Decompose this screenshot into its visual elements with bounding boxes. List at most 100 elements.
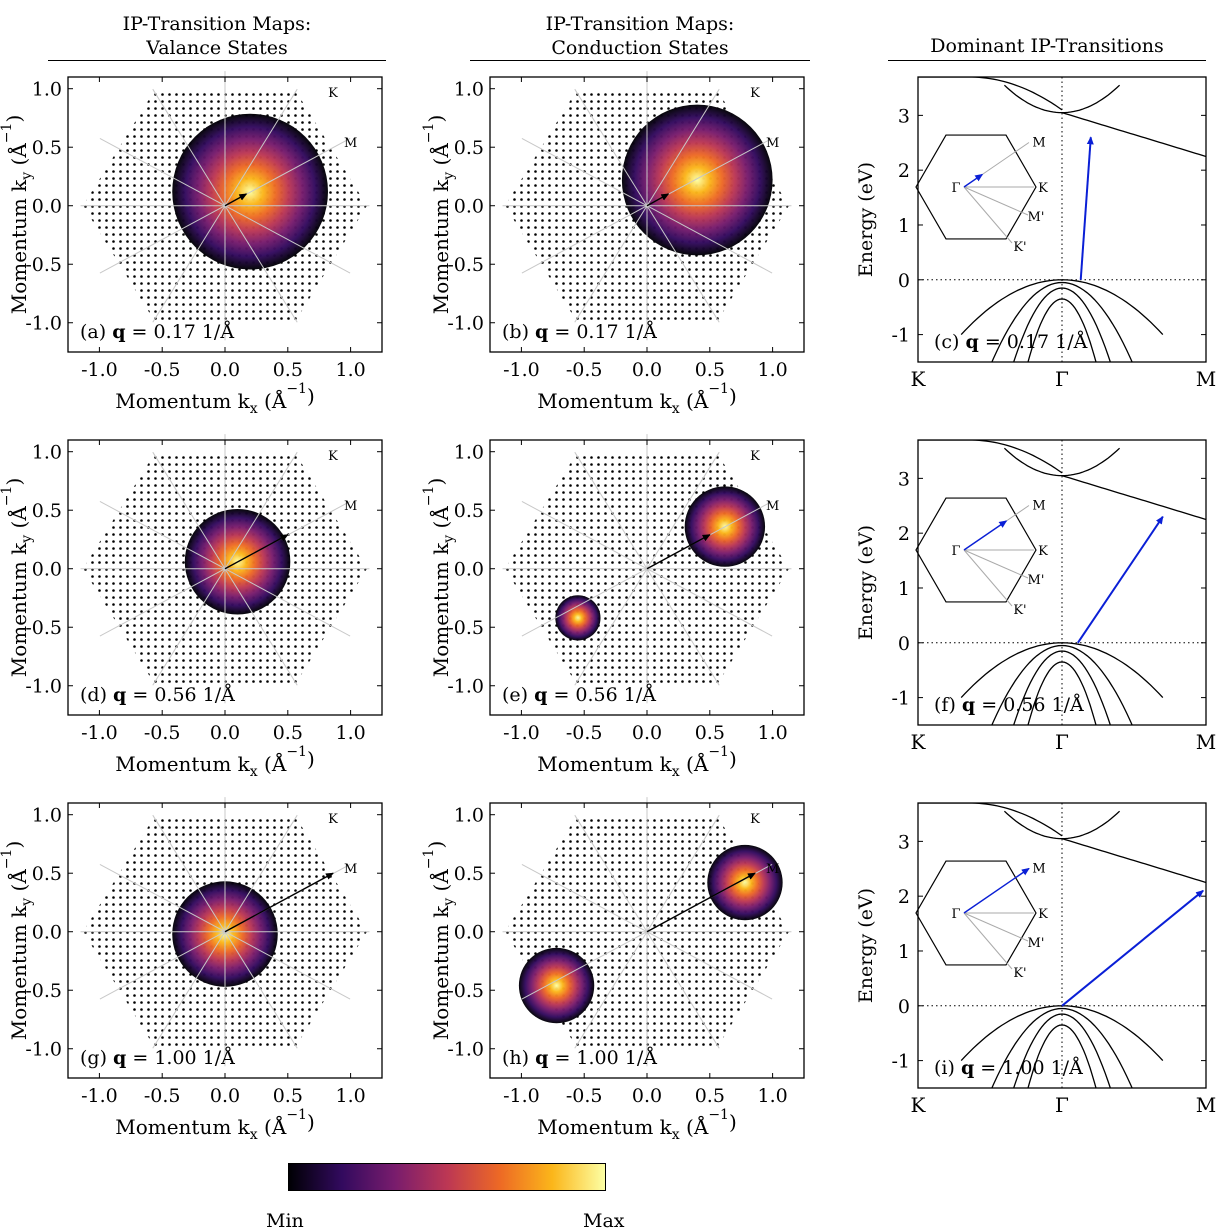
- symmetry-line: [646, 205, 773, 274]
- symmetry-line: [574, 88, 648, 206]
- inset-gamma-label: Γ: [951, 907, 960, 922]
- conduction-band: [1003, 84, 1121, 114]
- symmetry-line: [224, 931, 351, 1000]
- symmetry-line: [646, 931, 773, 1000]
- inset-path: [963, 186, 1013, 244]
- symmetry-line: [99, 500, 226, 570]
- m-point-label: M: [766, 499, 779, 514]
- inset-q-arrow: [963, 520, 1008, 551]
- symmetry-line: [99, 137, 226, 207]
- k-point-label: K: [750, 86, 760, 101]
- x-tick-label: 0.5: [273, 1085, 303, 1107]
- x-tick-label: 1.0: [335, 1085, 365, 1107]
- y-tick-label: 1.0: [32, 442, 62, 464]
- column-rule: [470, 60, 810, 61]
- y-tick-label: -1.0: [25, 313, 62, 335]
- inset-m-prime-label: M': [1028, 936, 1045, 951]
- y-tick-label: -1.0: [447, 676, 484, 698]
- x-axis-label: Momentum kx (Å−1): [115, 1107, 315, 1143]
- m-point-label: M: [344, 499, 357, 514]
- symmetry-line: [574, 568, 648, 686]
- x-tick-label: 0.0: [632, 1085, 662, 1107]
- y-tick-label: 1.0: [32, 79, 62, 101]
- symmetry-line: [646, 814, 720, 932]
- panel-label: (f) q = 0.56 1/Å: [934, 694, 1084, 716]
- y-tick-label: 2: [898, 886, 910, 908]
- y-tick-label: 3: [898, 468, 910, 490]
- y-tick-label: 1: [898, 578, 910, 600]
- x-tick-label: -1.0: [81, 1085, 118, 1107]
- x-tick-label: K: [911, 367, 927, 391]
- x-tick-label: 1.0: [757, 1085, 787, 1107]
- y-tick-label: 0: [898, 633, 910, 655]
- symmetry-line: [224, 88, 298, 206]
- k-point-label: K: [328, 812, 338, 827]
- panel-label: (a) q = 0.17 1/Å: [80, 321, 234, 343]
- y-tick-label: 1: [898, 215, 910, 237]
- x-tick-label: M: [1196, 1093, 1216, 1117]
- symmetry-line: [521, 863, 648, 933]
- y-tick-label: -1: [891, 325, 910, 347]
- plot-frame: [917, 439, 1207, 726]
- symmetry-line: [224, 205, 298, 323]
- inset-q-arrow: [963, 867, 1030, 914]
- inset-m-prime-label: M': [1028, 573, 1045, 588]
- y-axis-label: Energy (eV): [855, 888, 877, 1003]
- symmetry-line: [574, 814, 648, 932]
- map-panel-e: K M -1.0 -0.5 0.0 0.5 1.0 1.0 0.5 0.0 -0.5 -1.0 (e) …: [421, 434, 805, 780]
- symmetry-line: [99, 863, 226, 933]
- y-tick-label: 0.0: [454, 922, 484, 944]
- q-vector-arrow: [224, 872, 334, 933]
- inset-k-prime-label: K': [1013, 603, 1026, 618]
- column-title-line1: IP-Transition Maps:: [545, 13, 735, 35]
- symmetry-line: [99, 568, 226, 637]
- symmetry-line: [152, 568, 226, 686]
- x-tick-label: 1.0: [757, 722, 787, 744]
- y-tick-label: -1: [891, 1051, 910, 1073]
- x-axis-label: Momentum kx (Å−1): [537, 1107, 737, 1143]
- q-vector-arrow: [224, 534, 289, 570]
- y-tick-label: -0.5: [447, 254, 484, 276]
- x-tick-label: -1.0: [81, 359, 118, 381]
- y-tick-label: -1.0: [447, 1039, 484, 1061]
- y-tick-label: 2: [898, 160, 910, 182]
- symmetry-line: [574, 205, 648, 323]
- m-point-label: M: [344, 862, 357, 877]
- x-tick-label: K: [911, 730, 927, 754]
- x-tick-label: 1.0: [335, 359, 365, 381]
- x-tick-label: -1.0: [503, 722, 540, 744]
- symmetry-line: [574, 931, 648, 1049]
- symmetry-line: [224, 568, 351, 637]
- figure-canvas: K M -1.0 -0.5 0.0 0.5 1.0 1.0 0.5 0.0 -0.5 -1.0 (a) …: [0, 71, 1216, 1143]
- y-tick-label: 0.5: [454, 137, 484, 159]
- m-point-label: M: [766, 136, 779, 151]
- inset-k-prime-label: K': [1013, 966, 1026, 981]
- map-panel-g: K M -1.0 -0.5 0.0 0.5 1.0 1.0 0.5 0.0 -0.5 -1.0 (g) …: [0, 797, 383, 1143]
- y-tick-label: 3: [898, 105, 910, 127]
- panel-label: (b) q = 0.17 1/Å: [502, 321, 657, 343]
- x-tick-label: -1.0: [503, 1085, 540, 1107]
- symmetry-line: [152, 205, 226, 323]
- y-axis-label: Momentum ky (Å−1): [421, 478, 457, 678]
- map-panel-d: K M -1.0 -0.5 0.0 0.5 1.0 1.0 0.5 0.0 -0.5 -1.0 (d) …: [0, 434, 383, 780]
- symmetry-line: [152, 451, 226, 569]
- x-tick-label: 0.5: [695, 359, 725, 381]
- y-tick-label: 2: [898, 523, 910, 545]
- symmetry-line: [224, 814, 298, 932]
- map-panel-b: K M -1.0 -0.5 0.0 0.5 1.0 1.0 0.5 0.0 -0.5 -1.0 (b) …: [421, 71, 805, 417]
- intensity-blob: [707, 844, 783, 921]
- y-tick-label: 0.5: [454, 863, 484, 885]
- inset-gamma-label: Γ: [951, 544, 960, 559]
- x-tick-label: 0.5: [273, 722, 303, 744]
- y-tick-label: -1.0: [447, 313, 484, 335]
- inset-k-prime-label: K': [1013, 240, 1026, 255]
- column-title-line1: Dominant IP-Transitions: [930, 35, 1164, 57]
- k-point-label: K: [328, 449, 338, 464]
- valence-band: [991, 644, 1133, 725]
- valence-band: [991, 281, 1133, 362]
- conduction-band: [918, 77, 1063, 111]
- y-tick-label: 0.5: [454, 500, 484, 522]
- x-tick-label: -0.5: [144, 1085, 181, 1107]
- y-axis-label: Energy (eV): [855, 525, 877, 640]
